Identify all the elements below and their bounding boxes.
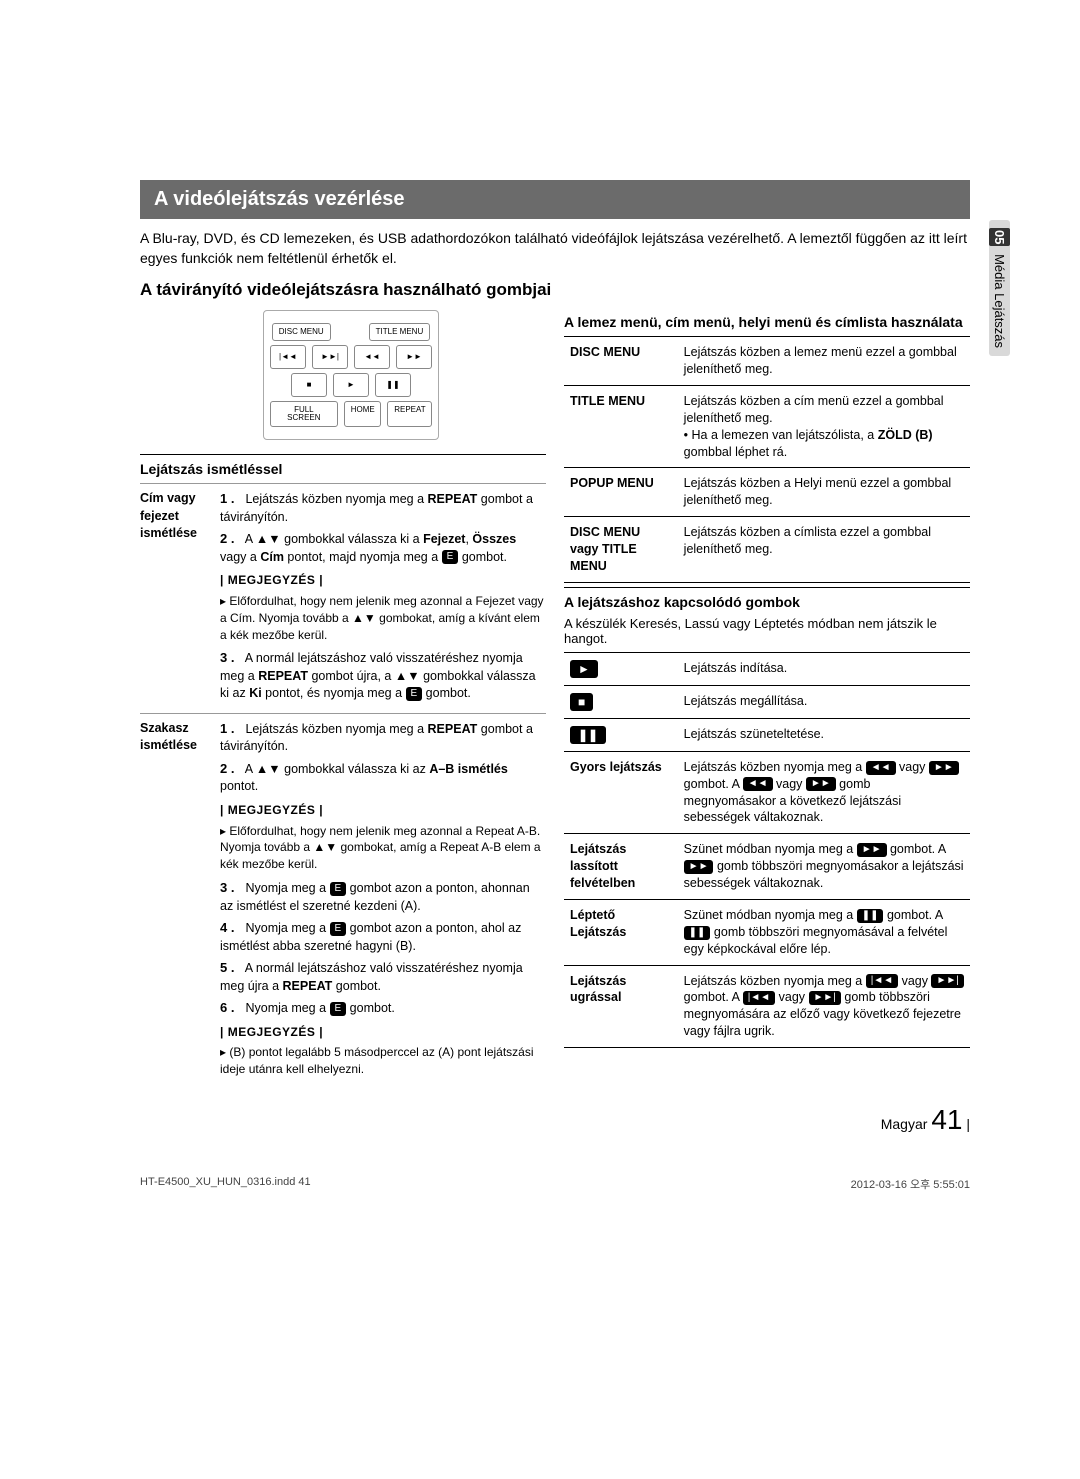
section-subtitle: A távirányító videólejátszásra használha… <box>140 280 970 300</box>
remote-btn: FULL SCREEN <box>270 401 338 427</box>
side-tab: 05 Média Lejátszás <box>989 220 1010 356</box>
control-table: ►Lejátszás indítása.■Lejátszás megállítá… <box>564 652 970 1048</box>
remote-btn: ►►| <box>312 345 348 369</box>
remote-diagram: DISC MENU x TITLE MENU |◄◄ ►►| ◄◄ ►► ■ ►… <box>263 310 423 440</box>
right-column: A lemez menü, cím menü, helyi menü és cí… <box>564 310 970 1084</box>
side-tab-label: Média Lejátszás <box>992 254 1007 348</box>
remote-btn: ► <box>333 373 369 397</box>
remote-btn: ❚❚ <box>375 373 411 397</box>
remote-btn: DISC MENU <box>272 323 331 341</box>
right-heading-b: A lejátszáshoz kapcsolódó gombok <box>564 587 970 610</box>
page-lang: Magyar <box>881 1116 928 1132</box>
remote-btn: ►► <box>396 345 432 369</box>
right-paragraph: A készülék Keresés, Lassú vagy Léptetés … <box>564 616 970 646</box>
footer: HT-E4500_XU_HUN_0316.indd 41 2012-03-16 … <box>140 1176 970 1192</box>
page-num: 41 <box>931 1104 962 1135</box>
page-title: A videólejátszás vezérlése <box>140 180 970 219</box>
page-number: Magyar 41 | <box>140 1104 970 1136</box>
remote-btn: |◄◄ <box>270 345 306 369</box>
footer-right: 2012-03-16 오후 5:55:01 <box>851 1176 970 1192</box>
remote-btn: TITLE MENU <box>369 323 431 341</box>
right-heading-a: A lemez menü, cím menü, helyi menü és cí… <box>564 314 970 330</box>
left-heading: Lejátszás ismétléssel <box>140 454 546 477</box>
left-column: DISC MENU x TITLE MENU |◄◄ ►►| ◄◄ ►► ■ ►… <box>140 310 546 1084</box>
footer-left: HT-E4500_XU_HUN_0316.indd 41 <box>140 1176 311 1192</box>
remote-btn: HOME <box>344 401 382 427</box>
remote-btn: ■ <box>291 373 327 397</box>
repeat-table: Cím vagy fejezet ismétlése1 . Lejátszás … <box>140 483 546 1084</box>
remote-btn: REPEAT <box>387 401 432 427</box>
remote-btn: ◄◄ <box>354 345 390 369</box>
side-tab-num: 05 <box>989 228 1010 246</box>
menu-table: DISC MENULejátszás közben a lemez menü e… <box>564 336 970 583</box>
intro-text: A Blu-ray, DVD, és CD lemezeken, és USB … <box>140 229 970 268</box>
